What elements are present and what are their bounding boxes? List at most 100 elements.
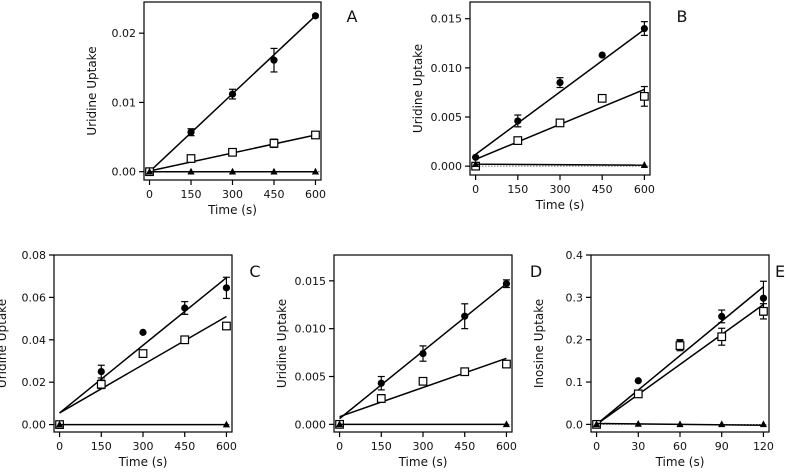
data-point-square — [269, 138, 279, 148]
plot-frame — [469, 1, 651, 176]
y-tick-label: 0.000 — [295, 418, 327, 431]
data-point-square — [675, 341, 685, 351]
x-tick-label: 300 — [413, 440, 434, 453]
plot-frame — [53, 254, 233, 433]
x-tick-label: 0 — [593, 440, 600, 453]
y-tick-label: 0.015 — [431, 13, 463, 26]
data-point-square — [513, 136, 523, 145]
x-tick-label: 450 — [592, 183, 613, 196]
fit-line — [59, 315, 227, 414]
y-tick-label: 0.005 — [295, 371, 327, 384]
data-point-triangle — [640, 161, 648, 168]
data-point-circle — [718, 312, 726, 320]
data-point-triangle — [222, 420, 231, 428]
series-circles — [335, 279, 511, 428]
data-point-square — [639, 91, 649, 101]
x-tick-label: 150 — [181, 188, 202, 201]
y-tick-label: 0.1 — [566, 376, 584, 389]
data-point-circle — [377, 379, 385, 387]
x-tick-label: 0 — [472, 183, 479, 196]
data-point-circle — [502, 280, 511, 288]
x-tick-label: 600 — [634, 183, 655, 196]
series-squares — [471, 85, 649, 171]
data-point-square — [418, 376, 428, 386]
data-point-square — [759, 306, 768, 316]
data-point-circle — [472, 153, 480, 161]
y-tick-label: 0.010 — [431, 62, 463, 75]
series-squares — [335, 357, 511, 429]
y-axis-title: Inosine Uptake — [532, 299, 546, 388]
y-axis-title: Uridine Uptake — [411, 44, 425, 133]
panel-e: 0 30 60 90 120 0.0 0.1 0.2 0.3 0.4 Time (s) Inosine… — [532, 249, 785, 469]
x-axis-title: Time (s) — [535, 198, 585, 212]
y-tick-label: 0.02 — [22, 376, 47, 389]
x-tick-label: 150 — [507, 183, 528, 196]
data-point-circle — [556, 79, 564, 87]
fit-line — [596, 303, 764, 425]
data-point-triangle — [676, 420, 684, 428]
y-tick-label: 0.00 — [22, 419, 47, 432]
x-tick-label: 450 — [174, 440, 195, 453]
data-point-triangle — [472, 160, 480, 167]
x-tick-label: 150 — [371, 440, 392, 453]
data-point-circle — [270, 56, 278, 64]
plot-frame — [333, 254, 513, 433]
series-circles — [592, 280, 768, 428]
fit-line — [475, 163, 645, 166]
data-point-circle — [461, 312, 469, 320]
data-point-circle — [419, 349, 427, 358]
data-point-square — [138, 349, 148, 358]
series-circles — [472, 21, 648, 161]
data-point-circle — [634, 377, 642, 385]
x-tick-label: 300 — [222, 188, 243, 201]
x-tick-label: 0 — [56, 440, 63, 453]
fit-line — [59, 277, 227, 414]
data-point-triangle — [187, 167, 195, 175]
y-tick-label: 0.01 — [112, 96, 137, 109]
y-tick-label: 0.08 — [22, 249, 47, 262]
x-tick-label: 60 — [673, 440, 687, 453]
data-point-circle — [139, 328, 147, 336]
data-point-square — [311, 130, 320, 140]
data-point-square — [228, 147, 237, 157]
data-point-circle — [514, 117, 522, 125]
y-tick-label: 0.04 — [22, 334, 47, 347]
panel-letter: B — [677, 7, 688, 26]
panel-b: 0 150 300 450 600 0.000 0.005 0.010 0.015 Time (s… — [411, 1, 688, 212]
x-tick-label: 150 — [91, 440, 112, 453]
data-point-circle — [311, 12, 320, 20]
x-tick-label: 300 — [133, 440, 154, 453]
x-axis-title: Time (s) — [655, 455, 705, 469]
panel-c: 0 150 300 450 600 0.00 0.02 0.04 0.06 0.08 Time (s… — [0, 249, 261, 469]
data-point-triangle — [335, 420, 344, 428]
data-point-triangle — [270, 167, 278, 175]
series-triangles — [592, 419, 768, 428]
data-point-square — [376, 394, 386, 403]
data-point-triangle — [502, 420, 511, 428]
y-tick-label: 0.3 — [566, 291, 584, 304]
data-point-square — [180, 335, 190, 345]
panel-letter: A — [347, 7, 358, 26]
series-triangles — [55, 420, 231, 428]
data-point-square — [502, 359, 511, 369]
series-triangles — [335, 420, 511, 428]
x-axis-title: Time (s) — [118, 455, 168, 469]
panel-a: 0 150 300 450 600 0.00 0.01 0.02 Time (s) Uridine… — [85, 1, 358, 217]
data-point-square — [555, 118, 565, 128]
data-point-square — [96, 379, 106, 389]
y-tick-label: 0.000 — [431, 160, 463, 173]
data-point-square — [186, 154, 196, 163]
panel-letter: C — [249, 262, 260, 281]
data-point-triangle — [759, 420, 768, 428]
data-point-triangle — [592, 420, 601, 428]
x-tick-label: 600 — [305, 188, 326, 201]
series-triangles — [472, 160, 648, 168]
x-axis-title: Time (s) — [398, 455, 448, 469]
x-tick-label: 90 — [715, 440, 729, 453]
data-point-circle — [97, 367, 105, 376]
data-point-circle — [759, 294, 768, 302]
data-point-circle — [228, 90, 237, 98]
y-tick-label: 0.010 — [295, 323, 327, 336]
data-point-square — [717, 332, 727, 342]
